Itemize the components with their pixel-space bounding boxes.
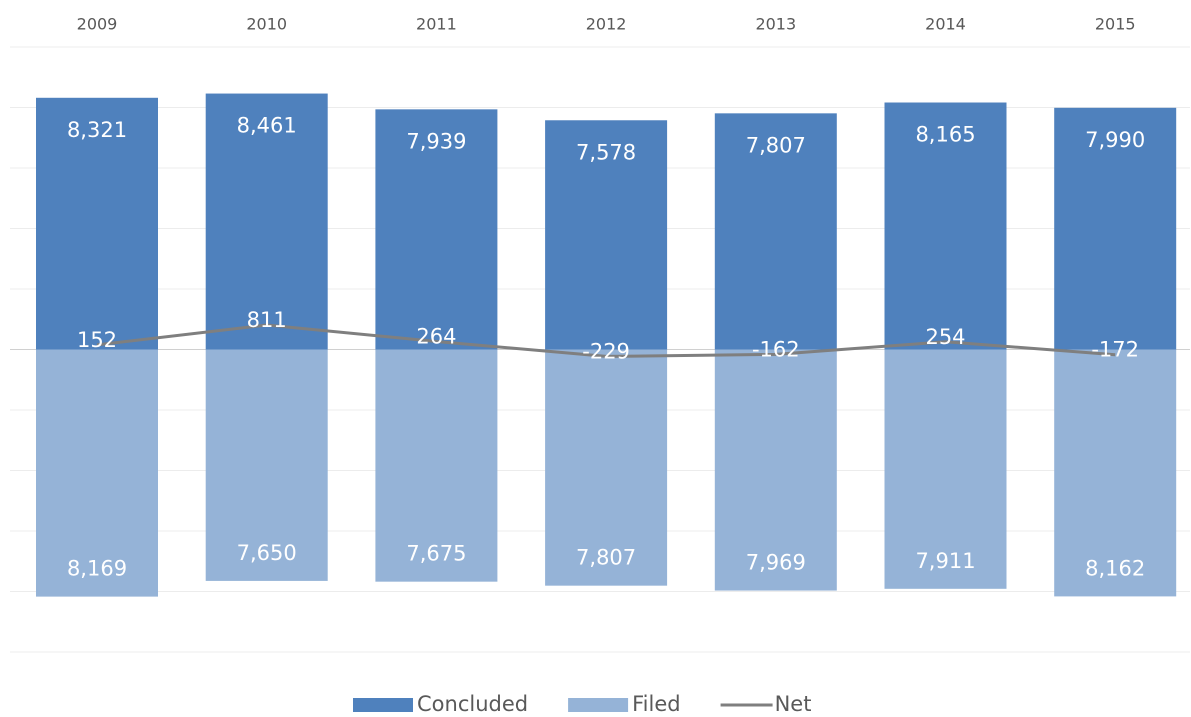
data-label: 152 [77, 328, 117, 352]
data-label: -162 [752, 337, 800, 361]
x-tick-label: 2009 [77, 15, 118, 34]
data-label: 8,169 [67, 557, 127, 581]
bar [205, 93, 328, 350]
data-label: 7,911 [915, 549, 975, 573]
bar [545, 120, 668, 350]
x-tick-label: 2013 [755, 15, 796, 34]
bar [714, 113, 837, 350]
data-label: -172 [1091, 338, 1139, 362]
data-label: 8,321 [67, 118, 127, 142]
x-tick-label: 2011 [416, 15, 457, 34]
data-label: -229 [582, 339, 630, 363]
data-label: 7,578 [576, 140, 636, 164]
bar [375, 109, 498, 350]
x-tick-label: 2015 [1095, 15, 1136, 34]
data-label: 254 [925, 325, 965, 349]
data-label: 7,650 [237, 541, 297, 565]
bar [36, 97, 158, 350]
data-label: 7,990 [1085, 128, 1145, 152]
bar [1054, 107, 1177, 350]
net-line [96, 323, 1116, 358]
data-label: 8,461 [237, 114, 297, 138]
legend-label: Filed [632, 692, 680, 716]
bar [205, 349, 328, 581]
x-tick-label: 2010 [246, 15, 287, 34]
x-tick-label: 2014 [925, 15, 966, 34]
bar [1054, 349, 1177, 597]
data-label: 8,162 [1085, 556, 1145, 580]
bar [375, 349, 498, 582]
data-label: 811 [247, 308, 287, 332]
bar [884, 102, 1007, 350]
data-label: 264 [416, 325, 456, 349]
x-tick-label: 2012 [586, 15, 627, 34]
bar [545, 349, 668, 586]
bar [714, 349, 837, 591]
bar [884, 349, 1007, 589]
bar [36, 349, 158, 597]
data-label: 7,675 [406, 542, 466, 566]
data-label: 8,165 [915, 123, 975, 147]
legend-label: Concluded [417, 692, 528, 716]
data-label: 7,807 [746, 133, 806, 157]
legend-swatch [568, 698, 629, 712]
legend-label: Net [775, 692, 812, 716]
legend-swatch [353, 698, 413, 712]
data-label: 7,939 [406, 129, 466, 153]
data-label: 7,969 [746, 551, 806, 575]
data-label: 7,807 [576, 546, 636, 570]
